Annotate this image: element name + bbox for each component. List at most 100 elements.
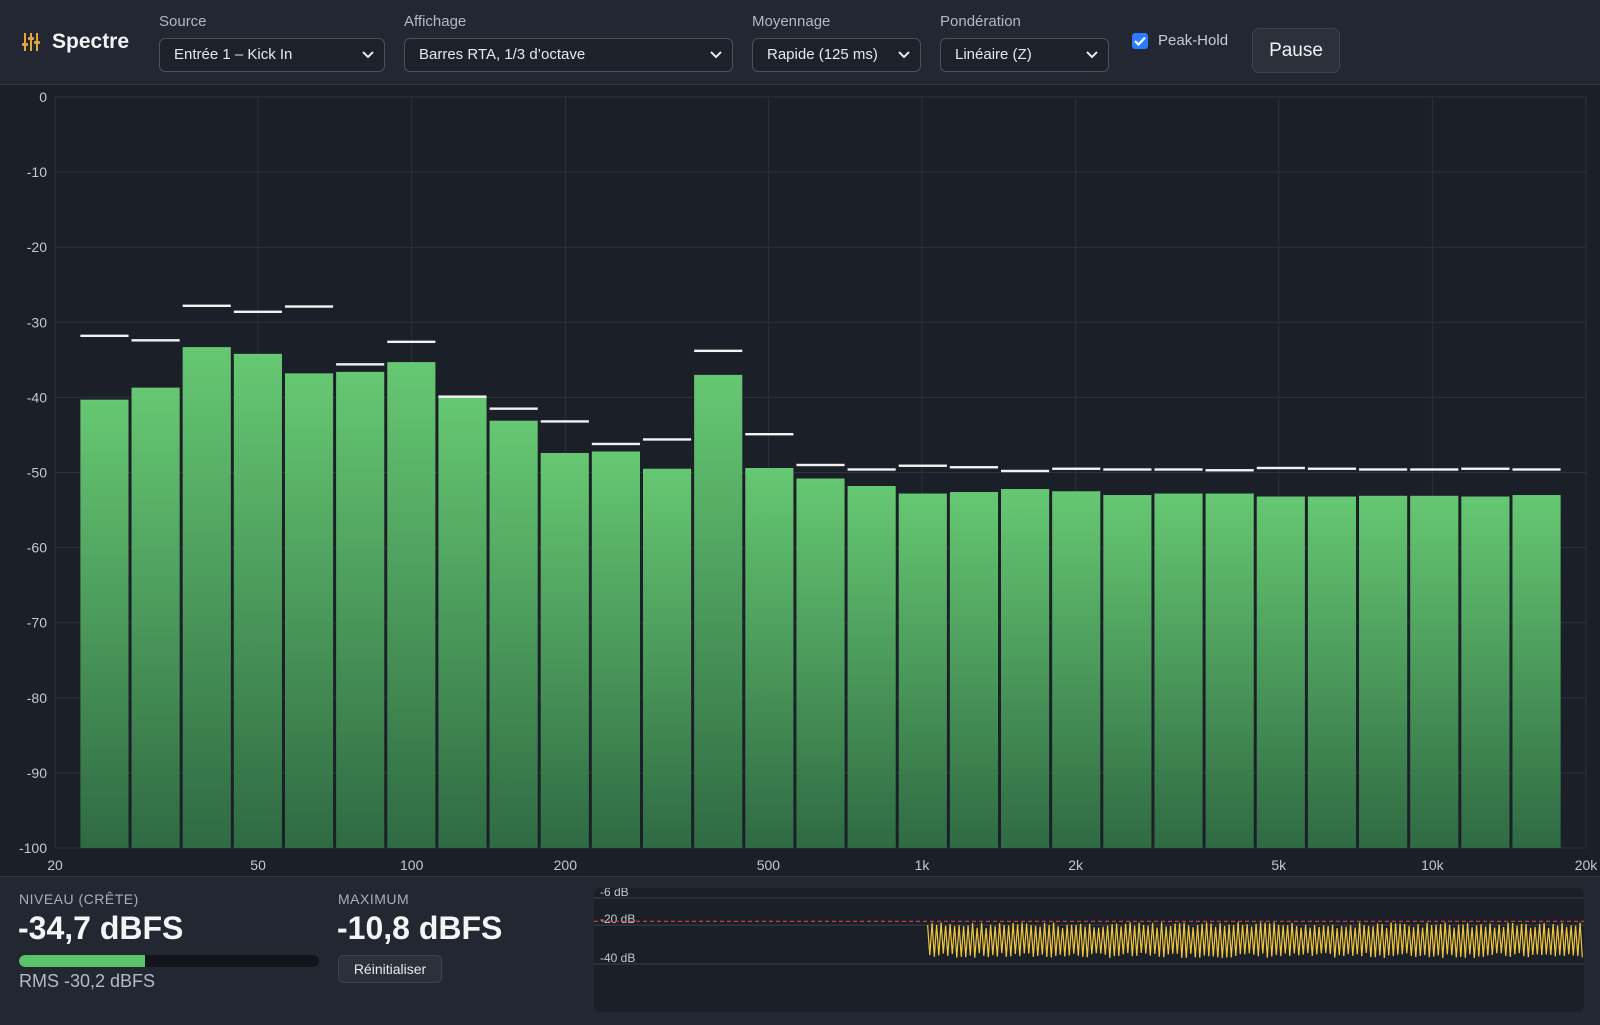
toolbar: Spectre Source Entrée 1 – Kick In Affich…	[0, 0, 1600, 85]
chevron-down-icon	[360, 39, 376, 71]
level-bar	[694, 374, 743, 848]
peak-hold-marker	[1256, 466, 1305, 470]
source-value: Entrée 1 – Kick In	[174, 46, 293, 63]
x-tick-label: 100	[400, 857, 424, 873]
weighting-field: Pondération Linéaire (Z)	[940, 12, 1109, 72]
weighting-label: Pondération	[940, 13, 1021, 30]
level-bar	[1103, 495, 1152, 848]
averaging-select[interactable]: Rapide (125 ms)	[752, 38, 921, 72]
rms-value: RMS -30,2 dBFS	[19, 971, 156, 991]
weighting-value: Linéaire (Z)	[955, 46, 1032, 63]
peak-hold-marker	[387, 340, 436, 344]
y-tick-label: -10	[27, 164, 47, 180]
peak-hold-marker	[1001, 469, 1050, 473]
level-bar	[1307, 496, 1357, 848]
level-bar	[847, 486, 896, 848]
source-select[interactable]: Entrée 1 – Kick In	[159, 38, 385, 72]
peak-hold-marker	[1512, 468, 1561, 471]
level-bar	[80, 399, 129, 848]
y-tick-label: -90	[27, 765, 47, 781]
peak-hold-checkbox[interactable]	[1132, 32, 1148, 49]
level-bar	[489, 420, 538, 848]
level-bar	[540, 452, 589, 848]
peak-hold-markers	[80, 304, 1561, 473]
peak-hold-marker	[949, 466, 999, 469]
averaging-value: Rapide (125 ms)	[767, 46, 878, 63]
x-tick-label: 50	[250, 857, 266, 873]
display-select[interactable]: Barres RTA, 1/3 d’octave	[404, 38, 733, 72]
level-bars	[80, 347, 1561, 848]
history-waveform	[927, 922, 1583, 959]
peak-hold-marker	[1307, 467, 1357, 470]
y-tick-label: -40	[27, 389, 47, 405]
display-field: Affichage Barres RTA, 1/3 d’octave	[404, 12, 733, 72]
averaging-label: Moyennage	[752, 13, 831, 30]
peak-hold-marker	[694, 349, 743, 353]
equalizer-sliders-icon	[22, 32, 40, 52]
level-bar	[1154, 493, 1203, 848]
y-tick-label: -100	[19, 840, 47, 856]
history-grid-label: -40 dB	[600, 951, 635, 965]
level-bar	[591, 451, 640, 848]
level-bar	[131, 387, 180, 848]
peak-hold-marker	[438, 395, 487, 398]
peak-hold-marker	[233, 310, 282, 313]
peak-level-label: NIVEAU (CRÊTE)	[19, 891, 139, 907]
y-tick-label: -80	[27, 690, 47, 706]
level-bar	[1410, 495, 1459, 848]
y-tick-label: -30	[27, 314, 47, 330]
averaging-field: Moyennage Rapide (125 ms)	[752, 12, 921, 72]
peak-hold-marker	[745, 432, 794, 436]
peak-hold-marker	[1359, 468, 1408, 471]
level-bar	[1359, 495, 1408, 848]
level-bar	[949, 492, 999, 848]
source-label: Source	[159, 13, 207, 30]
peak-hold-marker	[489, 407, 538, 410]
level-bar	[796, 478, 845, 848]
level-bar	[1461, 496, 1510, 848]
level-bar	[438, 397, 487, 848]
level-bar	[745, 467, 794, 848]
x-tick-label: 10k	[1421, 857, 1445, 873]
peak-hold-marker	[336, 363, 385, 366]
peak-hold-marker	[540, 420, 589, 423]
level-bar	[1256, 496, 1305, 848]
peak-hold-marker	[131, 339, 180, 342]
reset-button[interactable]: Réinitialiser	[338, 955, 442, 983]
meter-panel: NIVEAU (CRÊTE) -34,7 dBFS RMS -30,2 dBFS…	[0, 876, 1600, 1025]
x-tick-label: 20	[47, 857, 63, 873]
level-history-graph: -6 dB -20 dB -40 dB	[594, 888, 1584, 1012]
history-background	[594, 888, 1584, 1012]
peak-hold-marker	[591, 442, 640, 446]
x-tick-label: 200	[554, 857, 578, 873]
peak-hold-marker	[1205, 469, 1254, 472]
x-tick-label: 500	[757, 857, 781, 873]
level-bar	[182, 347, 231, 848]
chevron-down-icon	[896, 39, 912, 71]
y-tick-label: -60	[27, 540, 47, 556]
chevron-down-icon	[1084, 39, 1100, 71]
peak-hold-marker	[642, 438, 692, 441]
peak-hold-marker	[1052, 467, 1101, 470]
peak-hold-toggle[interactable]: Peak-Hold	[1132, 32, 1228, 49]
level-bar	[898, 493, 947, 848]
y-tick-label: -70	[27, 615, 47, 631]
pause-button[interactable]: Pause	[1252, 28, 1340, 73]
weighting-select[interactable]: Linéaire (Z)	[940, 38, 1109, 72]
display-label: Affichage	[404, 13, 467, 30]
peak-hold-marker	[796, 463, 845, 467]
history-grid-label: -20 dB	[600, 912, 635, 926]
x-tick-label: 2k	[1068, 857, 1084, 873]
peak-hold-marker	[1461, 467, 1510, 470]
level-bar	[1001, 489, 1050, 848]
peak-hold-label: Peak-Hold	[1158, 32, 1229, 49]
peak-hold-marker	[1154, 468, 1203, 471]
peak-hold-marker	[847, 468, 896, 471]
y-tick-label: 0	[39, 89, 47, 105]
peak-level-meter-fill	[19, 955, 145, 967]
source-field: Source Entrée 1 – Kick In	[159, 12, 385, 72]
peak-hold-marker	[80, 334, 129, 338]
x-tick-label: 20k	[1575, 857, 1599, 873]
